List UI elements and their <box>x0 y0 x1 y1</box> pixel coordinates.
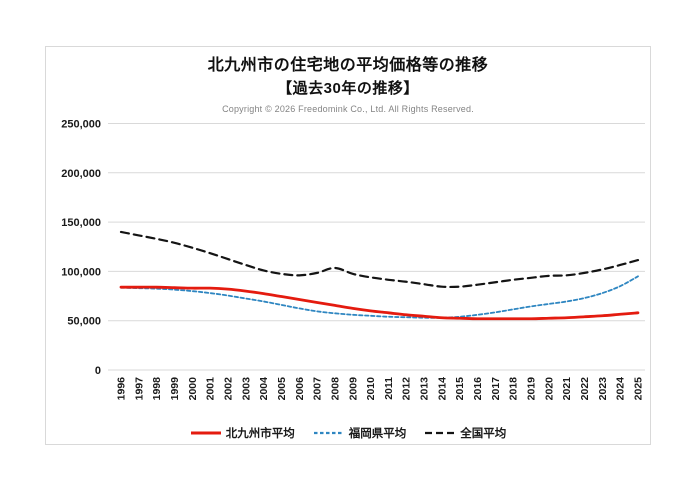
y-axis-tick-label: 0 <box>95 365 101 377</box>
y-axis-tick-label: 50,000 <box>67 316 101 328</box>
x-axis-tick-label: 2020 <box>543 377 555 401</box>
y-axis-tick-label: 200,000 <box>61 168 101 180</box>
y-axis-tick-label: 100,000 <box>61 266 101 278</box>
x-axis-tick-label: 2006 <box>294 377 306 401</box>
x-axis-tick-label: 2013 <box>419 377 431 401</box>
chart-legend: 北九州市平均 福岡県平均 全国平均 <box>45 423 651 443</box>
x-axis-tick-label: 1997 <box>133 377 145 401</box>
x-axis-tick-label: 2007 <box>312 377 324 401</box>
legend-item-national: 全国平均 <box>424 425 506 441</box>
copyright-text: Copyright © 2026 Freedomink Co., Ltd. Al… <box>222 104 474 114</box>
legend-label-national: 全国平均 <box>460 428 507 440</box>
x-axis-tick-label: 2025 <box>633 377 645 401</box>
legend-label-kitakyushu: 北九州市平均 <box>225 428 295 440</box>
x-axis-tick-label: 2018 <box>508 377 520 401</box>
x-axis-tick-label: 2011 <box>383 377 395 400</box>
legend-line-swatch-national <box>425 431 456 435</box>
legend-line-swatch-fukuoka <box>313 431 344 435</box>
chart-title: 北九州市の住宅地の平均価格等の推移 <box>207 57 489 74</box>
chart-card <box>45 46 651 445</box>
series-line-national <box>119 230 640 289</box>
series-line-fukuoka <box>120 275 639 319</box>
x-axis-tick-label: 2024 <box>615 377 627 401</box>
legend-line-swatch-kitakyushu <box>190 431 221 435</box>
x-axis-tick-label: 2009 <box>347 377 359 401</box>
legend-item-fukuoka: 福岡県平均 <box>313 425 407 441</box>
x-axis-tick-label: 2003 <box>240 377 252 401</box>
x-axis-tick-label: 2001 <box>205 377 217 401</box>
x-axis-tick-label: 2014 <box>436 377 448 401</box>
x-axis-tick-label: 2023 <box>597 377 609 401</box>
series-line-kitakyushu <box>119 285 640 321</box>
x-axis-tick-label: 2022 <box>579 377 591 401</box>
x-axis-tick-label: 2008 <box>329 377 341 401</box>
legend-label-fukuoka: 福岡県平均 <box>348 428 407 440</box>
x-axis-tick-label: 2016 <box>472 377 484 401</box>
y-axis-tick-label: 250,000 <box>61 119 101 131</box>
x-axis-tick-label: 2002 <box>222 377 234 401</box>
x-axis-tick-label: 2021 <box>561 377 573 401</box>
x-axis-tick-label: 2015 <box>454 377 466 401</box>
x-axis-tick-label: 2004 <box>258 377 270 401</box>
x-axis-tick-label: 2012 <box>401 377 413 401</box>
x-axis-tick-label: 2019 <box>526 377 538 401</box>
chart-subtitle: 【過去30年の推移】 <box>277 80 419 97</box>
x-axis-tick-label: 2017 <box>490 377 502 401</box>
legend-item-kitakyushu: 北九州市平均 <box>190 425 295 441</box>
x-axis-tick-label: 2000 <box>187 377 199 401</box>
x-axis-tick-label: 1998 <box>151 377 163 401</box>
x-axis-tick-label: 1996 <box>116 377 128 401</box>
x-axis-tick-label: 2005 <box>276 377 288 401</box>
x-axis-tick-label: 1999 <box>169 377 181 401</box>
y-axis-tick-label: 150,000 <box>61 217 101 229</box>
x-axis-tick-label: 2010 <box>365 377 377 401</box>
